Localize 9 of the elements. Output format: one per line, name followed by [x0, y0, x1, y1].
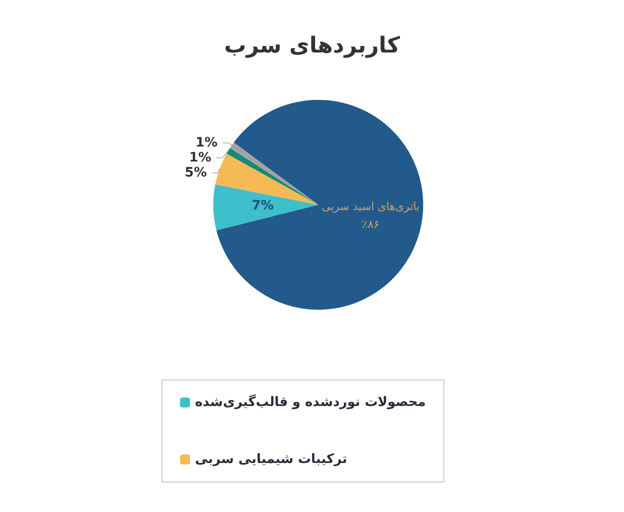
legend-label: ترکیبات شیمیایی سربی — [195, 452, 348, 467]
chart-title: کاربردهای سرب — [224, 34, 400, 58]
slice-label: باتری‌های اسید سربی — [322, 200, 420, 214]
data-label: ٪۸۶ — [362, 218, 380, 232]
legend-label: محصولات نوردشده و قالب‌گیری‌شده — [195, 394, 426, 410]
data-label: 5% — [184, 165, 207, 180]
data-label: 7% — [252, 198, 274, 214]
data-label: 1% — [189, 150, 212, 166]
data-label: 1% — [195, 135, 218, 150]
